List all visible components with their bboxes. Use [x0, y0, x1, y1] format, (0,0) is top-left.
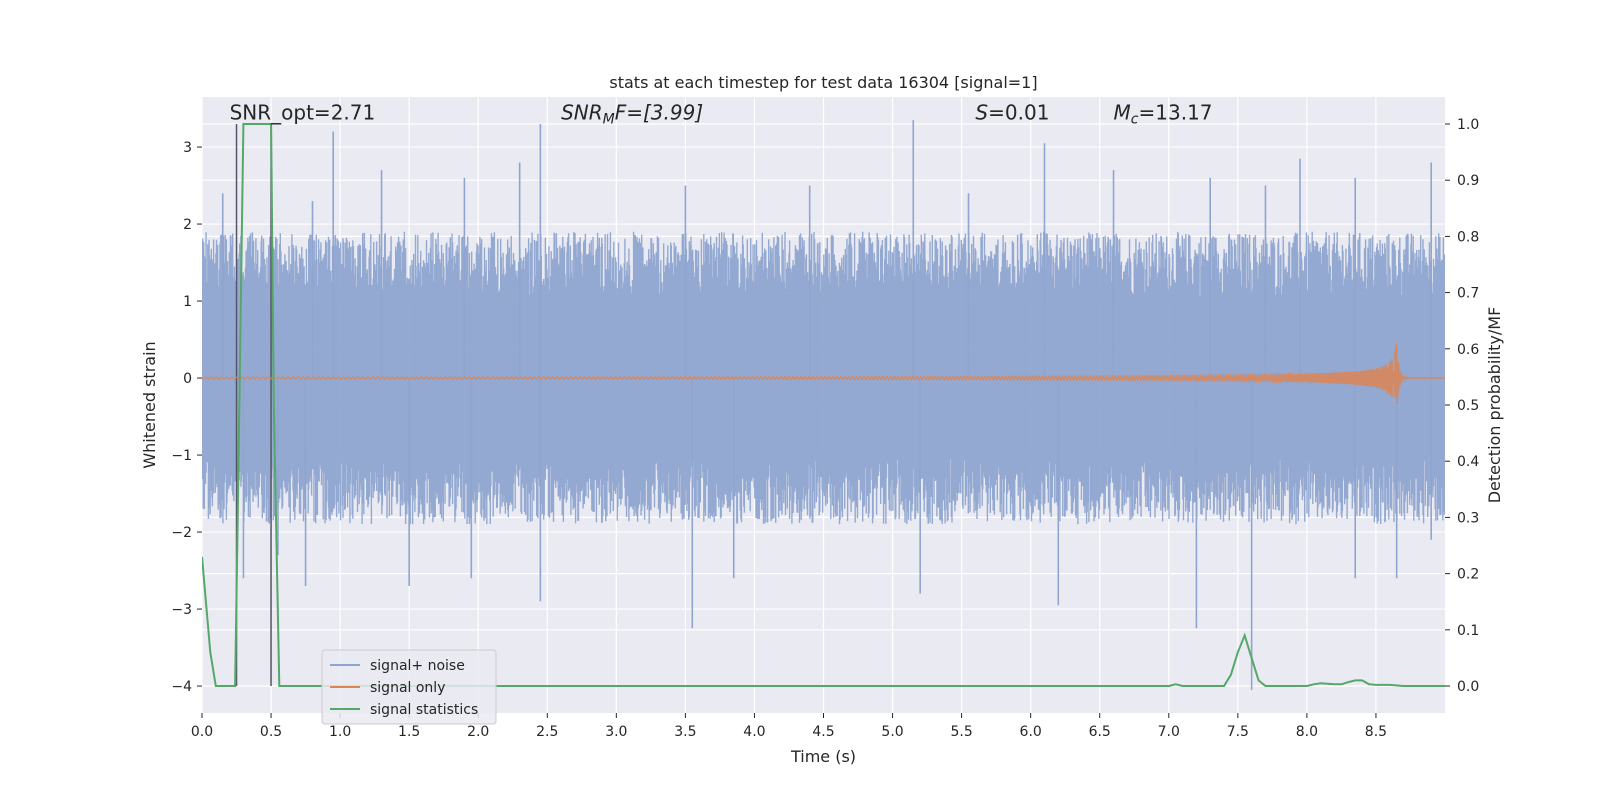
x-tick-label: 5.0 [881, 724, 903, 740]
y-tick-left-label: 0 [183, 371, 192, 387]
y-tick-left-label: 2 [183, 217, 192, 233]
x-tick-label: 2.5 [536, 724, 558, 740]
x-tick-label: 1.0 [329, 724, 351, 740]
x-tick-label: 1.5 [398, 724, 420, 740]
x-axis-label: Time (s) [790, 747, 856, 766]
y-tick-right-label: 0.9 [1457, 173, 1479, 189]
x-tick-label: 5.5 [950, 724, 972, 740]
annotation-mc: Mc=13.17 [1114, 100, 1213, 127]
x-tick-label: 7.5 [1227, 724, 1249, 740]
x-tick-label: 0.0 [191, 724, 213, 740]
annotation-mc-suffix: =13.17 [1139, 100, 1213, 124]
legend-box [321, 649, 497, 725]
x-tick-label: 6.0 [1020, 724, 1042, 740]
x-tick-label: 8.5 [1365, 724, 1387, 740]
annotation-snr-mf-prefix: SNR [561, 100, 603, 124]
series-signal-plus-noise [202, 120, 1445, 690]
y-tick-right-label: 0.5 [1457, 398, 1479, 414]
annotation-snr-mf-suffix: F=[3.99] [615, 100, 703, 124]
annotation-snr-mf: SNRMF=[3.99] [561, 100, 703, 127]
plot-content [202, 120, 1445, 690]
x-tick-label: 3.5 [674, 724, 696, 740]
noise-band [202, 231, 1445, 525]
y-tick-right-label: 0.0 [1457, 679, 1479, 695]
y-tick-left-label: −3 [171, 602, 192, 618]
series-signal-only [202, 343, 1445, 405]
y-axis-left-label: Whitened strain [140, 341, 159, 468]
y-tick-left-label: −2 [171, 525, 192, 541]
signal-statistics-line [202, 123, 1445, 687]
x-tick-label: 2.0 [467, 724, 489, 740]
annotation-mc-subscript: c [1131, 111, 1139, 127]
x-tick-label: 4.0 [743, 724, 765, 740]
legend-label: signal statistics [370, 702, 478, 718]
legend: signal+ noise signal only signal statistic… [321, 649, 497, 725]
legend-label: signal only [370, 680, 445, 696]
annotation-s-suffix: =0.01 [988, 100, 1049, 124]
chirp-line [202, 343, 1445, 405]
annotation-s-prefix: S [975, 100, 988, 124]
y-tick-left-label: 1 [183, 294, 192, 310]
y-tick-right-label: 0.3 [1457, 510, 1479, 526]
x-tick-label: 6.5 [1089, 724, 1111, 740]
y-tick-right-label: 0.8 [1457, 229, 1479, 245]
y-tick-left-label: −1 [171, 448, 192, 464]
annotation-snr-mf-subscript: M [603, 111, 615, 127]
annotation-mc-prefix: M [1114, 100, 1131, 124]
y-axis-left-ticks: −4 −3 −2 −1 0 1 2 3 [171, 140, 202, 695]
y-tick-right-label: 0.4 [1457, 454, 1479, 470]
y-tick-right-label: 0.7 [1457, 286, 1479, 302]
y-axis-right-label: Detection probability/MF [1485, 307, 1504, 504]
x-axis-ticks: 0.0 0.5 1.0 1.5 2.0 2.5 3.0 3.5 4.0 4.5 5.0 5.5 6.0 6… [191, 713, 1387, 740]
x-tick-label: 8.0 [1296, 724, 1318, 740]
y-tick-right-label: 0.1 [1457, 623, 1479, 639]
legend-label: signal+ noise [370, 658, 465, 674]
y-tick-right-label: 0.2 [1457, 567, 1479, 583]
x-tick-label: 0.5 [260, 724, 282, 740]
x-tick-label: 3.0 [605, 724, 627, 740]
series-signal-statistics [202, 123, 1445, 687]
y-tick-left-label: 3 [183, 140, 192, 156]
y-axis-right-ticks: 0.0 0.1 0.2 0.3 0.4 0.5 0.6 0.7 0.8 0.9 1.0 [1445, 117, 1479, 695]
x-tick-label: 4.5 [812, 724, 834, 740]
annotation-snr-opt: SNR_opt=2.71 [230, 100, 376, 124]
y-tick-right-label: 0.6 [1457, 342, 1479, 358]
y-tick-left-label: −4 [171, 679, 192, 695]
x-tick-label: 7.0 [1158, 724, 1180, 740]
y-tick-right-label: 1.0 [1457, 117, 1479, 133]
chart-title: stats at each timestep for test data 163… [609, 73, 1037, 92]
annotation-s: S=0.01 [975, 100, 1049, 124]
